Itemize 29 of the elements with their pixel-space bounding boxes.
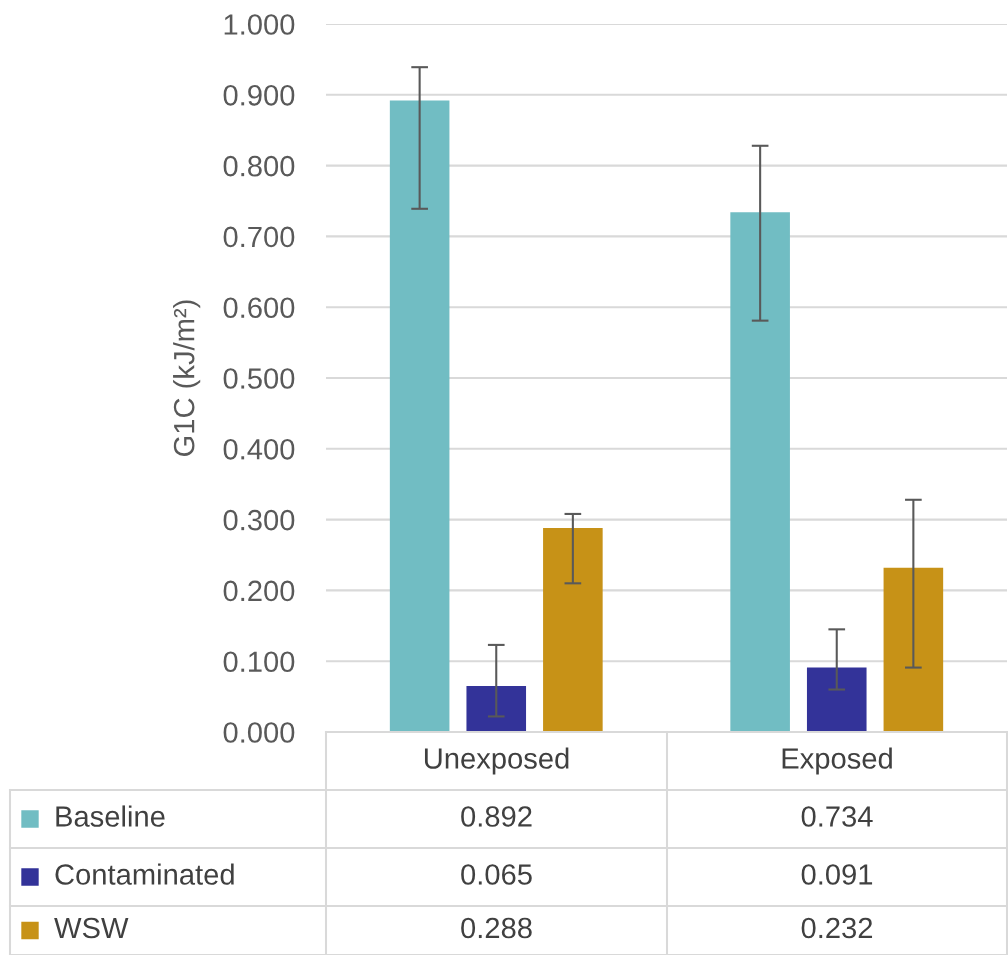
bar <box>806 667 867 732</box>
bar <box>389 100 450 732</box>
data-label: 0.288 <box>461 917 532 939</box>
y-tick-label: 0.400 <box>223 439 295 460</box>
bar <box>543 528 603 732</box>
data-label: 0.232 <box>801 917 873 939</box>
legend-label: Contaminated <box>55 863 234 885</box>
y-tick-label: 0.300 <box>223 509 295 531</box>
bar <box>730 212 790 732</box>
legend-label: WSW <box>54 917 129 939</box>
y-tick-label: 0.900 <box>223 85 295 106</box>
y-tick-label: 1.000 <box>224 14 295 35</box>
bar <box>466 685 527 732</box>
data-label: 0.065 <box>461 864 532 885</box>
y-tick-label: 0.000 <box>223 722 295 743</box>
x-tick-label: Exposed <box>782 747 892 775</box>
y-tick-label: 0.600 <box>223 297 295 319</box>
data-label: 0.892 <box>461 806 532 827</box>
y-tick-label: 0.100 <box>223 651 295 673</box>
data-label: 0.091 <box>801 864 873 885</box>
y-tick-label: 0.800 <box>223 155 295 177</box>
y-tick-label: 0.500 <box>223 368 295 389</box>
y-tick-label: 0.200 <box>223 580 295 602</box>
legend-label: Baseline <box>56 805 165 827</box>
data-label: 0.734 <box>801 806 873 827</box>
y-tick-label: 0.700 <box>223 226 295 248</box>
y-axis-title: G1C (kJ/m²) <box>173 300 201 456</box>
x-tick-label: Unexposed <box>424 747 569 775</box>
bar <box>883 567 944 732</box>
